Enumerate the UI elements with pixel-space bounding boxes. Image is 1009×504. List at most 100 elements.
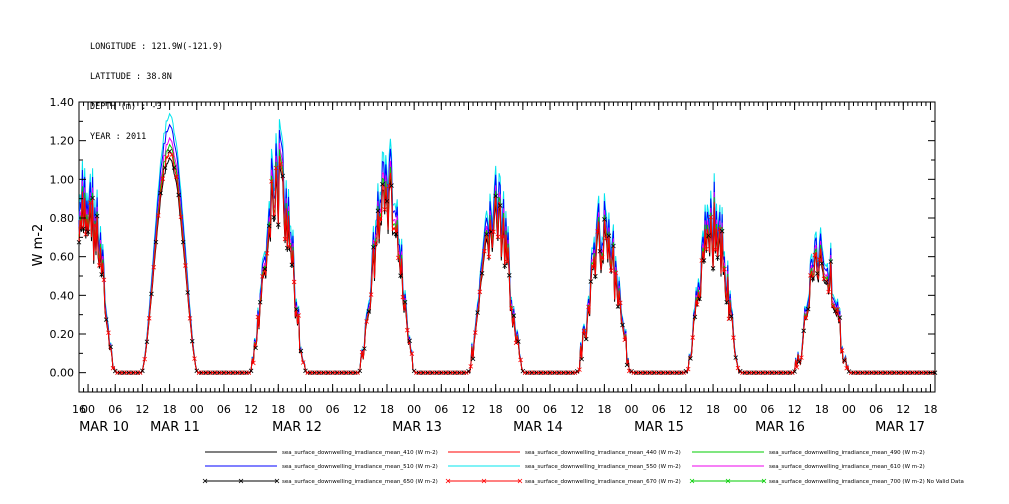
series-marker (509, 305, 514, 311)
series-marker (271, 214, 277, 220)
series-marker (835, 307, 840, 312)
location-info: LONGITUDE : 121.9W(-121.9) LATITUDE : 38… (90, 22, 223, 152)
series-marker (391, 226, 397, 231)
x-tick-label: 00 (842, 403, 856, 416)
series-marker (368, 292, 374, 297)
series-marker (706, 233, 711, 238)
series-marker (78, 225, 84, 230)
series-marker (151, 264, 157, 270)
series-marker (99, 272, 104, 277)
x-tick-label: 12 (244, 403, 258, 416)
series-marker (819, 261, 825, 266)
x-day-label: MAR 12 (272, 420, 322, 435)
series-marker (681, 370, 686, 375)
series-marker (713, 247, 718, 253)
x-tick-label: 12 (788, 403, 802, 416)
series-marker (248, 368, 254, 374)
series-marker (486, 254, 492, 260)
series-marker (155, 213, 161, 218)
series-marker (579, 356, 585, 362)
series-marker (375, 208, 381, 214)
series-marker (586, 304, 591, 310)
series-marker (280, 173, 286, 179)
series-marker (803, 315, 809, 321)
series-marker (731, 335, 736, 340)
series-marker (810, 276, 815, 281)
series-marker (257, 299, 263, 305)
series-marker (160, 176, 166, 181)
series-marker (162, 165, 168, 170)
y-tick-label: 1.00 (50, 173, 75, 186)
series-marker (606, 233, 612, 239)
legend-marker (481, 478, 487, 484)
series-marker (300, 360, 306, 365)
series-marker (189, 338, 195, 344)
series-marker (595, 229, 600, 234)
series-marker (574, 368, 580, 374)
series-marker (275, 222, 281, 227)
series-marker (801, 328, 806, 334)
x-tick-label: 06 (217, 403, 231, 416)
series-marker (146, 316, 152, 321)
legend-marker (274, 478, 280, 484)
x-tick-label: 06 (869, 403, 883, 416)
y-tick-label: 0.20 (50, 328, 75, 341)
series-marker (359, 349, 365, 355)
series-marker (590, 264, 596, 269)
series-marker (500, 234, 505, 239)
series-marker (805, 306, 811, 312)
series-marker (400, 294, 406, 300)
x-day-label: MAR 10 (79, 420, 129, 435)
series-marker (282, 236, 288, 242)
series-marker (81, 226, 86, 232)
series-marker (520, 368, 526, 374)
series-marker (174, 174, 179, 180)
series-marker (389, 183, 394, 188)
series-marker (473, 330, 478, 335)
latitude-line: LATITUDE : 38.8N (90, 72, 172, 82)
series-marker (697, 296, 702, 302)
legend-marker (445, 478, 451, 484)
series-marker (824, 279, 829, 285)
series-marker (362, 346, 367, 351)
x-tick-label: 00 (407, 403, 421, 416)
series-marker (837, 315, 843, 320)
series-marker (357, 368, 363, 374)
series-marker (90, 195, 95, 201)
legend-label: sea_surface_downwelling_irradiance_mean_… (282, 450, 438, 456)
series-marker (620, 322, 625, 328)
x-tick-label: 12 (353, 403, 367, 416)
series-marker (466, 368, 471, 374)
series-marker (463, 370, 469, 375)
series-marker (493, 193, 498, 199)
series-marker (192, 356, 197, 361)
series-marker (85, 229, 91, 235)
series-marker (710, 266, 716, 271)
series-marker (185, 290, 190, 295)
series-marker (617, 300, 623, 306)
x-tick-label: 18 (489, 403, 503, 416)
series-marker (269, 179, 274, 184)
x-tick-label: 12 (679, 403, 693, 416)
x-tick-label: 00 (733, 403, 747, 416)
x-tick-label: 06 (543, 403, 557, 416)
x-tick-label: 18 (706, 403, 720, 416)
series-marker (484, 231, 489, 237)
series-marker (380, 181, 385, 187)
series-marker (708, 214, 714, 220)
legend-marker (517, 478, 523, 484)
x-tick-label: 18 (923, 403, 937, 416)
series-marker (690, 335, 695, 340)
series-marker (142, 356, 147, 362)
series-marker (728, 314, 734, 319)
series-marker (97, 263, 102, 268)
x-day-label: MAR 15 (634, 420, 684, 435)
x-tick-label: 06 (760, 403, 774, 416)
y-tick-label: 0.40 (50, 289, 75, 302)
series-marker (826, 289, 831, 295)
series-marker (685, 366, 691, 372)
series-marker (407, 338, 412, 344)
series-marker (808, 273, 813, 278)
series-marker (112, 368, 118, 374)
